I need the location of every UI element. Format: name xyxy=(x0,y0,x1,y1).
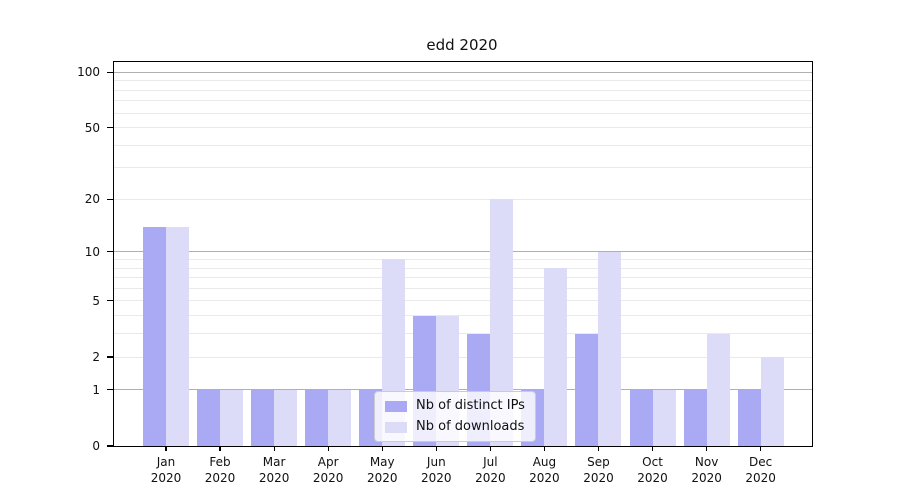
bar-distinct-ips xyxy=(305,389,329,446)
major-gridline xyxy=(114,71,812,73)
x-tick-label: Aug 2020 xyxy=(529,455,560,485)
x-tick-label: Mar 2020 xyxy=(258,455,290,485)
x-tick-label: Jan 2020 xyxy=(150,455,182,485)
chart-title: edd 2020 xyxy=(426,36,498,54)
y-tick-label: 5 xyxy=(92,293,100,308)
x-tick-label: Apr 2020 xyxy=(312,455,344,485)
x-tick-label: Jun 2020 xyxy=(421,455,452,485)
x-tick xyxy=(435,446,437,451)
minor-gridline xyxy=(114,127,812,128)
minor-gridline xyxy=(114,277,812,279)
x-tick xyxy=(273,446,275,451)
legend-swatch-distinct-ips xyxy=(385,400,407,412)
bar-distinct-ips xyxy=(629,389,653,446)
x-tick-label: May 2020 xyxy=(366,455,398,485)
x-tick-label: Feb 2020 xyxy=(204,455,236,485)
minor-gridline xyxy=(114,100,812,102)
bar-downloads xyxy=(166,226,189,446)
x-tick-label: Dec 2020 xyxy=(745,455,776,485)
y-tick xyxy=(107,198,114,200)
y-tick-label: 100 xyxy=(77,65,100,80)
y-tick xyxy=(107,300,114,302)
x-tick-label: Oct 2020 xyxy=(637,455,668,485)
plot-area: 100 50 20 10 5 2 1 0 Jan 2020 Feb 2020 Mar 2020 Apr… xyxy=(77,61,813,485)
legend-item-downloads: Nb of downloads xyxy=(385,419,525,435)
bar-downloads xyxy=(598,251,622,446)
bar-distinct-ips xyxy=(575,333,599,446)
minor-gridline xyxy=(114,89,812,91)
bar-downloads xyxy=(328,389,352,446)
minor-gridline xyxy=(114,333,812,335)
y-tick xyxy=(107,126,114,129)
y-tick xyxy=(107,251,114,253)
bar-downloads xyxy=(490,199,514,446)
legend-label-distinct-ips: Nb of distinct IPs xyxy=(416,398,525,413)
minor-gridline xyxy=(114,198,812,200)
bar-distinct-ips xyxy=(143,226,166,446)
bar-downloads xyxy=(544,268,568,446)
bar-downloads xyxy=(220,389,244,446)
minor-gridline xyxy=(114,300,812,302)
x-tick xyxy=(597,446,600,451)
y-tick xyxy=(107,356,114,358)
bar-distinct-ips xyxy=(197,389,221,446)
x-tick xyxy=(706,446,708,451)
minor-gridline xyxy=(114,144,812,146)
x-tick xyxy=(760,446,762,451)
minor-gridline xyxy=(114,258,812,260)
minor-gridline xyxy=(114,112,812,114)
x-tick xyxy=(165,446,167,451)
x-tick xyxy=(219,446,221,451)
x-tick-label: Nov 2020 xyxy=(691,455,722,485)
minor-gridline xyxy=(114,167,812,169)
y-tick-label: 1 xyxy=(92,382,100,397)
major-gridline xyxy=(114,389,812,391)
y-tick-label: 10 xyxy=(84,244,100,259)
x-tick-label: Sep 2020 xyxy=(583,455,614,485)
major-gridline xyxy=(114,251,812,253)
legend-label-downloads: Nb of downloads xyxy=(416,419,525,434)
x-tick xyxy=(543,446,545,451)
bar-downloads xyxy=(652,389,676,446)
bar-downloads xyxy=(274,389,298,446)
legend-item-distinct-ips: Nb of distinct IPs xyxy=(385,398,525,414)
legend-swatch-downloads xyxy=(385,421,407,433)
x-tick xyxy=(327,446,329,451)
bar-distinct-ips xyxy=(737,389,761,446)
y-tick xyxy=(107,445,114,447)
minor-gridline xyxy=(114,287,812,289)
minor-gridline xyxy=(114,315,812,317)
legend: Nb of distinct IPs Nb of downloads xyxy=(374,391,536,442)
minor-gridline xyxy=(114,267,812,269)
minor-gridline xyxy=(114,356,812,358)
x-tick xyxy=(651,446,654,451)
y-tick-label: 50 xyxy=(84,120,100,135)
minor-gridline xyxy=(114,80,812,82)
x-tick xyxy=(489,446,491,451)
bar-distinct-ips xyxy=(251,389,275,446)
y-tick-label: 20 xyxy=(84,192,100,207)
y-tick xyxy=(107,71,114,73)
y-tick-label: 0 xyxy=(92,439,100,453)
y-tick-label: 2 xyxy=(92,350,100,364)
bar-downloads xyxy=(760,357,784,446)
y-tick xyxy=(107,389,114,391)
bar-distinct-ips xyxy=(683,389,707,446)
bar-downloads xyxy=(706,333,730,446)
x-tick-label: Jul 2020 xyxy=(475,455,506,485)
x-tick xyxy=(381,446,383,451)
